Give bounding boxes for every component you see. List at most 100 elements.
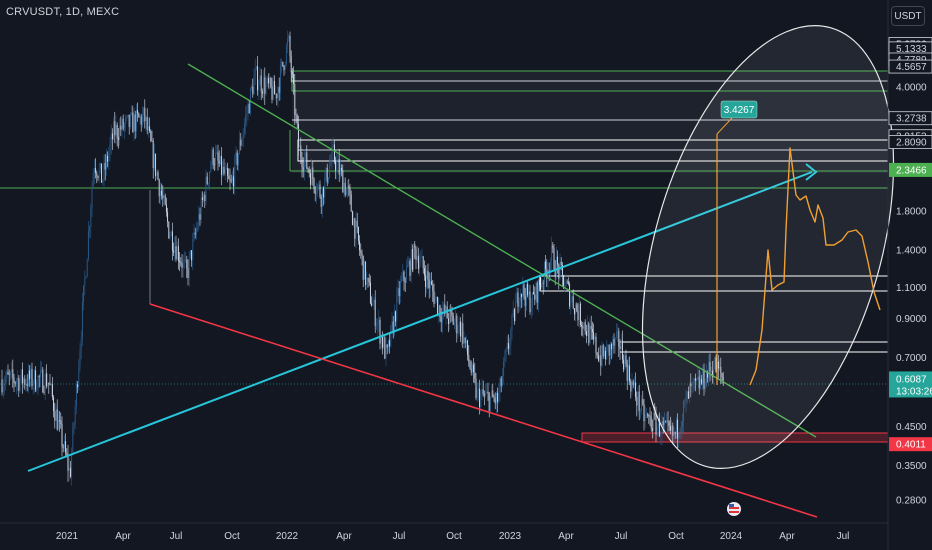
- candle-body: [542, 282, 544, 284]
- candle-body: [534, 294, 536, 300]
- candle-body: [308, 169, 310, 174]
- candle-body: [697, 376, 699, 379]
- candle-body: [432, 284, 434, 292]
- candle-body: [468, 355, 470, 362]
- candle-body: [423, 268, 425, 276]
- candle-body: [332, 144, 334, 147]
- candle-body: [147, 126, 149, 130]
- candle-body: [695, 378, 697, 381]
- candle-body: [662, 421, 664, 426]
- candle-body: [258, 85, 260, 91]
- candle-body: [325, 167, 327, 179]
- candle-body: [611, 343, 613, 350]
- symbol-title[interactable]: CRVUSDT, 1D, MEXC: [6, 6, 120, 18]
- candle-body: [627, 365, 629, 381]
- candle-body: [180, 262, 182, 264]
- candle-body: [696, 378, 698, 381]
- candle-body: [45, 373, 47, 387]
- candle-body: [493, 397, 495, 399]
- candle-body: [188, 256, 190, 278]
- candle-body: [212, 149, 214, 165]
- candle-body: [583, 322, 585, 329]
- horizontal-levels: [0, 80, 888, 385]
- candle-body: [713, 368, 715, 377]
- time-axis[interactable]: 2021 Apr Jul Oct 2022 Apr Jul Oct 2023 Apr Jul Oct 2…: [56, 531, 850, 542]
- candle-body: [457, 330, 459, 334]
- candle-body: [515, 302, 517, 321]
- candle-body: [440, 317, 442, 323]
- candle-body: [428, 279, 430, 288]
- currency-button[interactable]: USDT: [891, 6, 925, 26]
- candle-body: [146, 116, 148, 130]
- red-trendline: [149, 303, 818, 518]
- candle-body: [393, 311, 395, 334]
- candle-body: [549, 261, 551, 273]
- candle-body: [511, 315, 513, 331]
- candle-body: [419, 263, 421, 269]
- candle-body: [132, 112, 134, 133]
- candle-body: [654, 413, 656, 416]
- candle-body: [120, 125, 122, 130]
- candle-body: [144, 107, 146, 122]
- candle-body: [37, 376, 39, 391]
- candle-body: [498, 392, 500, 403]
- candle-body: [528, 291, 530, 296]
- candle-body: [103, 162, 105, 181]
- candle-body: [401, 278, 403, 282]
- candle-body: [426, 270, 428, 288]
- candle-body: [50, 384, 52, 386]
- candle-body: [366, 278, 368, 286]
- candle-body: [291, 72, 293, 75]
- candle-body: [397, 288, 399, 295]
- candle-body: [173, 250, 175, 253]
- candle-body: [425, 275, 427, 288]
- candle-body: [377, 322, 379, 325]
- candle-body: [117, 137, 119, 140]
- candle-body: [649, 415, 651, 418]
- candle-body: [543, 261, 545, 284]
- candle-body: [113, 121, 115, 140]
- upper-zone-fill: [292, 71, 888, 173]
- candle-body: [504, 357, 506, 362]
- candle-body: [162, 195, 164, 199]
- candle-body: [134, 114, 136, 131]
- earnings-flag-icon[interactable]: [727, 502, 741, 516]
- x-tick-label: 2023: [499, 531, 522, 542]
- candle-body: [383, 337, 385, 348]
- candle-body: [446, 306, 448, 319]
- candle-body: [561, 264, 563, 276]
- candle-body: [437, 296, 439, 315]
- candle-body: [449, 309, 451, 324]
- candle-body: [453, 322, 455, 325]
- x-tick-label: Jul: [393, 531, 406, 542]
- candle-body: [584, 322, 586, 332]
- candle-body: [570, 299, 572, 307]
- candle-body: [317, 185, 319, 193]
- level-badge: [889, 162, 932, 177]
- candle-body: [710, 370, 712, 372]
- candle-body: [671, 425, 673, 431]
- candle-body: [349, 188, 351, 195]
- candle-body: [8, 374, 10, 376]
- candle-body: [255, 66, 257, 69]
- candle-body: [633, 382, 635, 386]
- candle-body: [573, 308, 575, 315]
- candle-body: [356, 220, 358, 228]
- price-axis[interactable]: 5.27865.13334.77894.56573.27382.91532.80…: [888, 37, 932, 507]
- candle-body: [679, 433, 681, 435]
- candle-body: [655, 415, 657, 435]
- candle-body: [365, 261, 367, 286]
- candle-body: [175, 246, 177, 260]
- candle-body: [33, 370, 35, 384]
- candle-body: [80, 338, 82, 351]
- candle-body: [431, 281, 433, 285]
- x-tick-label: Oct: [224, 531, 240, 542]
- candle-body: [389, 340, 391, 347]
- candle-body: [509, 344, 511, 349]
- candle-body: [44, 373, 46, 393]
- y-tick-label: 1.1000: [896, 283, 927, 294]
- candle-body: [266, 77, 268, 84]
- candle-body: [59, 420, 61, 421]
- candle-body: [623, 359, 625, 370]
